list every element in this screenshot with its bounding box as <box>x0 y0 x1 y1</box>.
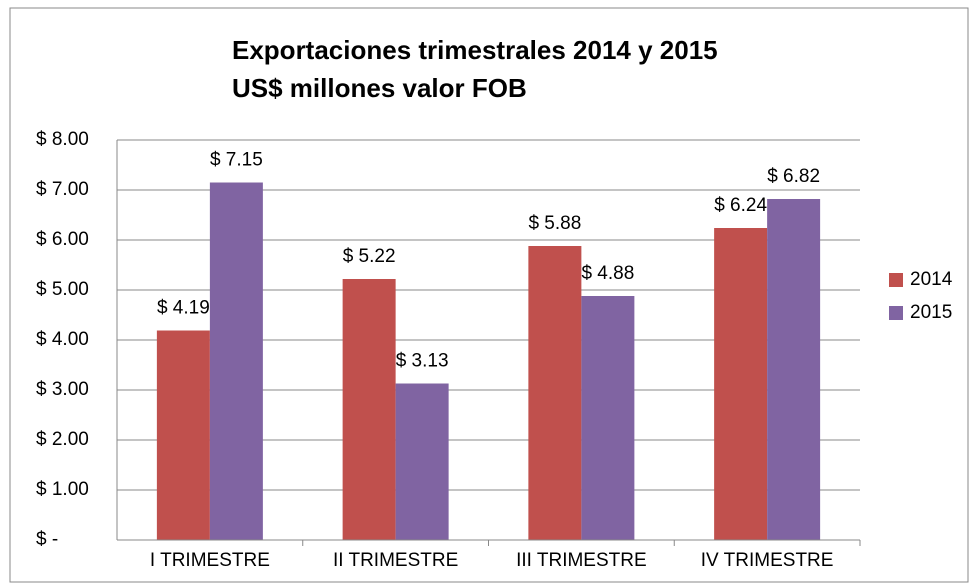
value-label: $ 4.88 <box>581 263 634 284</box>
legend-swatch <box>889 306 903 320</box>
y-tick-label: $ 1.00 <box>36 479 89 500</box>
y-tick-label: $ - <box>36 529 58 550</box>
value-label: $ 3.13 <box>396 351 449 372</box>
y-tick-label: $ 2.00 <box>36 429 89 450</box>
bar <box>209 182 263 540</box>
value-label: $ 5.22 <box>343 246 396 267</box>
y-tick-label: $ 7.00 <box>36 179 89 200</box>
x-tick-label: I TRIMESTRE <box>150 550 270 571</box>
x-tick-label: III TRIMESTRE <box>516 550 647 571</box>
value-label: $ 6.82 <box>767 166 820 187</box>
bar <box>528 246 582 540</box>
chart-title: Exportaciones trimestrales 2014 y 2015 <box>232 35 718 65</box>
x-tick-label: II TRIMESTRE <box>333 550 458 571</box>
x-tick-label: IV TRIMESTRE <box>701 550 834 571</box>
y-tick-label: $ 6.00 <box>36 229 89 250</box>
value-label: $ 6.24 <box>714 195 767 216</box>
bar <box>395 383 449 540</box>
y-tick-label: $ 5.00 <box>36 279 89 300</box>
bar <box>342 279 396 540</box>
legend-label: 2015 <box>910 302 952 323</box>
bar <box>767 199 821 540</box>
y-tick-label: $ 3.00 <box>36 379 89 400</box>
bar <box>714 228 768 540</box>
chart-subtitle: US$ millones valor FOB <box>232 73 527 103</box>
y-tick-label: $ 8.00 <box>36 129 89 150</box>
bar <box>581 296 635 540</box>
value-label: $ 4.19 <box>157 298 210 319</box>
bar <box>156 330 210 540</box>
legend-label: 2014 <box>910 269 953 290</box>
y-tick-label: $ 4.00 <box>36 329 89 350</box>
value-label: $ 7.15 <box>210 150 263 171</box>
value-label: $ 5.88 <box>528 213 581 234</box>
legend-swatch <box>889 273 903 287</box>
